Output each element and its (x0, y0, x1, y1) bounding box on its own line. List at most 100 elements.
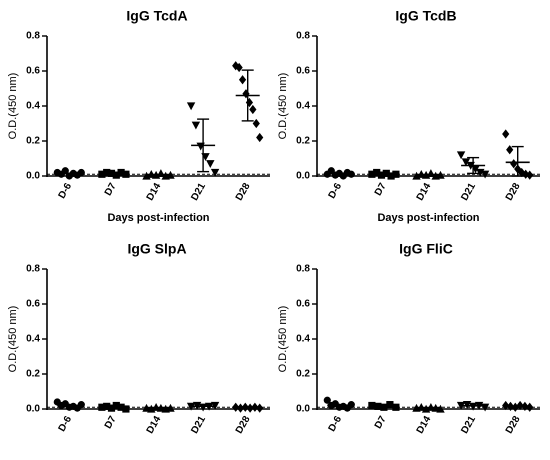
data-point-3-4-3 (516, 400, 524, 411)
chart-title: IgG SlpA (127, 241, 186, 257)
y-axis-label: O.D.(450 nm) (277, 306, 289, 373)
data-point-1-4-2 (510, 159, 518, 169)
x-tick-label: D-6 (327, 414, 345, 434)
x-tick-label: D14 (145, 181, 164, 203)
x-tick-label: D28 (234, 181, 253, 203)
y-tick-label: 0.4 (296, 101, 310, 112)
chart-panel-1: IgG TcdA 0.0 0.2 0.4 0.6 0.8 O.D.(450 nm) D-6 D7… (7, 8, 270, 224)
data-point-2-1-2 (107, 404, 116, 412)
data-point-0-4-1 (235, 62, 243, 73)
y-tick-label: 0.2 (26, 136, 40, 147)
x-tick-label: D28 (504, 181, 523, 203)
y-tick-label: 0.0 (26, 404, 40, 415)
data-point-0-4-6 (252, 118, 260, 129)
x-tick-label: D-6 (57, 181, 75, 201)
data-point-3-3-2 (468, 402, 478, 411)
y-axis-label: O.D.(450 nm) (7, 306, 19, 373)
data-point-1-4-1 (506, 145, 514, 155)
x-tick-label: D-6 (57, 414, 75, 434)
data-point-2-1-1 (103, 402, 111, 410)
data-point-1-4-0 (502, 129, 510, 139)
data-point-3-1-4 (392, 403, 400, 411)
x-tick-label: D28 (234, 414, 253, 436)
data-point-3-4-5 (526, 402, 534, 412)
data-point-0-1-1 (103, 168, 111, 177)
data-point-3-4-0 (502, 400, 510, 411)
y-tick-label: 0.6 (296, 299, 310, 310)
chart-panel-4: IgG FliC 0.0 0.2 0.4 0.6 0.8 O.D.(450 nm) D-6 D7… (277, 241, 540, 436)
data-point-1-3-5 (480, 170, 490, 179)
chart-title: IgG FliC (399, 241, 453, 257)
y-tick-label: 0.0 (296, 171, 310, 182)
y-tick-label: 0.2 (296, 136, 310, 147)
x-tick-label: D7 (373, 414, 389, 431)
data-point-1-4-6 (526, 170, 534, 180)
data-point-2-1-5 (122, 405, 130, 413)
x-tick-label: D7 (103, 414, 119, 431)
data-point-0-3-1 (191, 121, 201, 130)
chart-panel-2: IgG TcdB 0.0 0.2 0.4 0.6 0.8 O.D.(450 nm) D-6 D7… (277, 8, 540, 224)
y-axis-label: O.D.(450 nm) (277, 73, 289, 140)
x-tick-label: D7 (373, 181, 389, 198)
data-point-1-1-2 (377, 171, 386, 179)
y-axis-label: O.D.(450 nm) (7, 73, 19, 140)
data-point-0-4-4 (245, 97, 254, 108)
data-point-0-4-0 (232, 61, 240, 71)
x-tick-label: D21 (459, 414, 478, 436)
data-point-3-0-0 (323, 396, 331, 404)
y-tick-label: 0.6 (26, 66, 40, 77)
y-tick-label: 0.6 (296, 66, 310, 77)
chart-title: IgG TcdB (395, 8, 456, 24)
data-point-0-0-2 (61, 167, 69, 175)
x-tick-label: D7 (103, 181, 119, 198)
x-axis-label: Days post-infection (377, 212, 479, 224)
data-point-0-3-4 (206, 160, 215, 168)
data-point-0-1-3 (112, 171, 120, 179)
x-tick-label: D14 (415, 181, 434, 203)
data-point-2-1-3 (112, 401, 120, 410)
data-point-3-1-2 (380, 403, 388, 411)
data-point-0-4-2 (238, 75, 247, 85)
y-tick-label: 0.0 (296, 404, 310, 415)
y-tick-label: 0.4 (26, 334, 40, 345)
y-tick-label: 0.4 (296, 334, 310, 345)
y-tick-label: 0.8 (26, 264, 40, 275)
data-point-1-3-0 (456, 151, 466, 160)
data-point-0-2-1 (147, 170, 156, 178)
data-point-3-4-2 (511, 402, 519, 412)
data-point-0-4-7 (256, 132, 264, 143)
chart-title: IgG TcdA (126, 8, 187, 24)
y-tick-label: 0.2 (26, 369, 40, 380)
y-tick-label: 0.0 (26, 171, 40, 182)
x-tick-label: D28 (504, 414, 523, 436)
chart-panel-3: IgG SlpA 0.0 0.2 0.4 0.6 0.8 O.D.(450 nm) D-6 D7… (7, 241, 270, 436)
y-tick-label: 0.2 (296, 369, 310, 380)
y-tick-label: 0.6 (26, 299, 40, 310)
x-tick-label: D14 (415, 414, 434, 436)
x-tick-label: D21 (189, 414, 208, 436)
data-point-1-3-1 (461, 158, 471, 167)
data-point-1-1-1 (373, 168, 381, 177)
data-point-0-3-0 (186, 102, 196, 111)
y-tick-label: 0.8 (296, 264, 310, 275)
data-point-1-2-1 (417, 170, 426, 178)
x-tick-label: D-6 (327, 181, 345, 201)
data-point-3-1-3 (386, 401, 394, 409)
data-point-3-3-0 (456, 401, 466, 410)
data-point-0-3-5 (210, 168, 220, 177)
data-point-1-1-4 (387, 172, 395, 180)
data-point-0-1-4 (117, 168, 125, 177)
data-point-1-1-3 (382, 169, 390, 177)
x-axis-label: Days post-infection (107, 212, 209, 224)
x-tick-label: D21 (189, 181, 208, 203)
data-point-0-0-6 (77, 168, 85, 177)
x-tick-label: D14 (145, 414, 164, 436)
y-tick-label: 0.4 (26, 101, 40, 112)
y-tick-label: 0.8 (296, 31, 310, 42)
x-tick-label: D21 (459, 181, 478, 203)
y-tick-label: 0.8 (26, 31, 40, 42)
data-point-2-0-6 (77, 401, 85, 409)
data-point-0-4-5 (249, 104, 257, 115)
data-point-0-4-3 (242, 89, 250, 99)
